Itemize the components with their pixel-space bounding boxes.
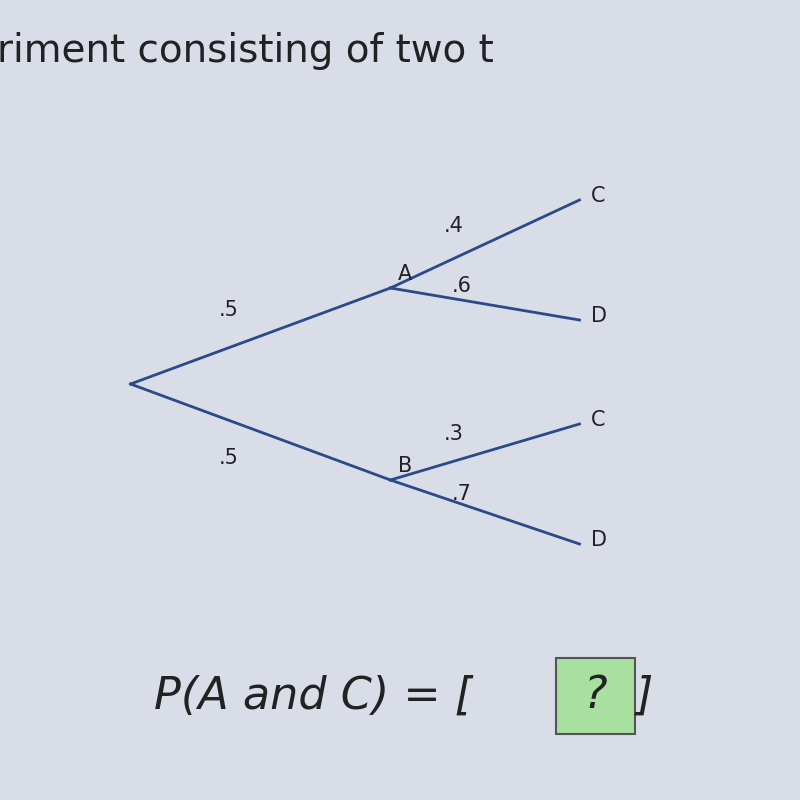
Text: .5: .5 (219, 300, 239, 320)
Text: .3: .3 (443, 424, 463, 444)
Text: .4: .4 (443, 216, 463, 236)
Text: .5: .5 (219, 448, 239, 468)
Text: .7: .7 (451, 484, 471, 504)
Text: .6: .6 (451, 276, 471, 296)
Text: ?: ? (583, 674, 607, 718)
Text: D: D (591, 530, 607, 550)
Text: D: D (591, 306, 607, 326)
Text: B: B (398, 456, 413, 476)
Text: ]: ] (636, 674, 654, 718)
FancyBboxPatch shape (556, 658, 634, 734)
Text: riment consisting of two t: riment consisting of two t (0, 32, 494, 70)
Text: C: C (591, 410, 606, 430)
Text: C: C (591, 186, 606, 206)
Text: P(A and C) = [: P(A and C) = [ (154, 674, 472, 718)
Text: A: A (398, 264, 413, 284)
